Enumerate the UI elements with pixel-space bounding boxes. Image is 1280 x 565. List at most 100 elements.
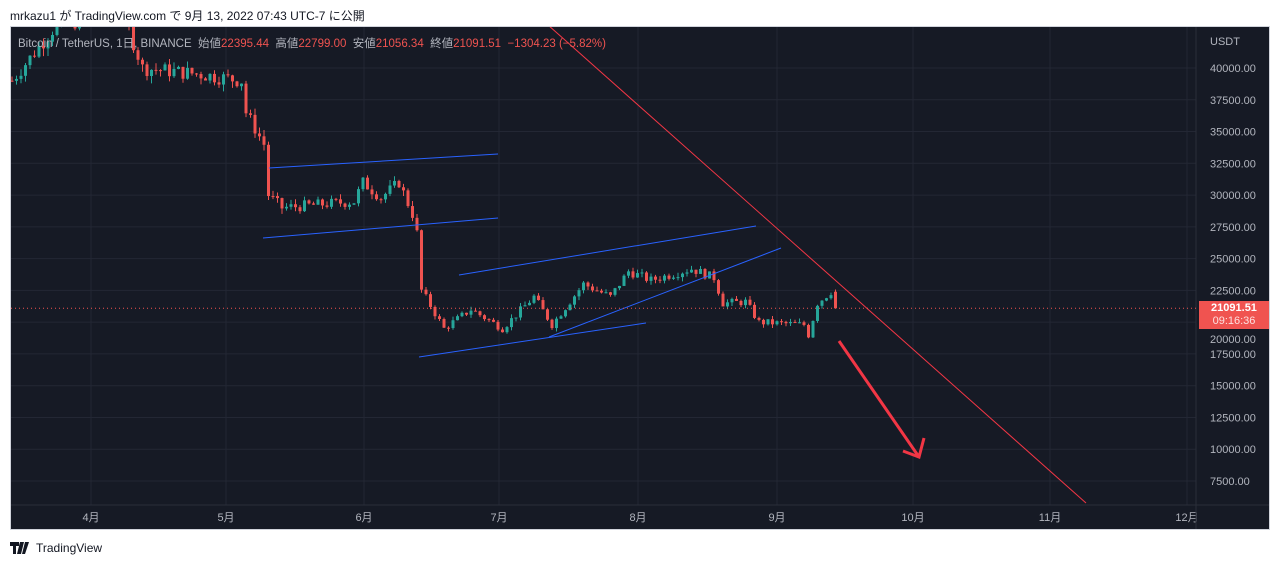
candle-body (262, 136, 266, 145)
price-tick: 32500.00 (1210, 158, 1256, 170)
candle-body (240, 83, 243, 87)
candle-body (672, 277, 675, 279)
candle-body (393, 180, 396, 186)
price-tick: 10000.00 (1210, 444, 1256, 456)
candle-body (654, 276, 657, 280)
open-label: 始値 (198, 38, 222, 50)
candle-body (627, 271, 630, 276)
candle-body (289, 204, 293, 207)
candle-body (213, 73, 216, 83)
candle-body (267, 144, 270, 197)
candle-body (199, 74, 203, 79)
high-label: 高値 (275, 38, 299, 50)
price-tick: 37500.00 (1210, 95, 1256, 107)
candle-body (690, 269, 693, 273)
trend-line (458, 225, 757, 276)
candle-body (330, 198, 333, 207)
candle-body (316, 199, 320, 205)
candle-body (550, 319, 554, 329)
candle-body (276, 196, 279, 199)
candle-body (298, 207, 302, 212)
candle-body (501, 329, 504, 333)
candle-body (564, 310, 567, 317)
chart-pane[interactable]: 40000.00 37500.00 35000.00 32500.00 30000.00… (10, 26, 1270, 530)
candle-body (186, 67, 189, 79)
candle-body (577, 290, 581, 297)
candle-body (307, 200, 311, 204)
candle-body (19, 75, 23, 79)
candle-body (546, 309, 549, 320)
candle-body (325, 205, 329, 207)
candle-body (217, 82, 221, 85)
candle-body (816, 305, 819, 321)
candle-body (505, 327, 509, 333)
price-tick: 20000.00 (1210, 334, 1256, 346)
change-value: −1304.23 (−5.82%) (507, 38, 606, 50)
candle-body (478, 311, 482, 316)
candle-body (55, 27, 59, 35)
candle-body (231, 75, 234, 82)
candle-body (469, 310, 473, 315)
candle-body (303, 200, 306, 212)
candle-body (496, 321, 500, 330)
candle-body (415, 217, 419, 231)
candle-body (717, 280, 720, 294)
candle-body (811, 320, 815, 338)
price-tick: 30000.00 (1210, 190, 1256, 202)
candle-body (528, 302, 531, 306)
candle-body (541, 300, 545, 310)
candle-body (636, 273, 639, 278)
candle-body (42, 45, 45, 49)
candle-body (285, 206, 288, 209)
symbol-label[interactable]: Bitcoin / TetherUS, 1日, BINANCE (18, 38, 192, 50)
candle-body (784, 321, 788, 324)
candle-body (406, 190, 410, 207)
candle-body (456, 316, 459, 321)
candle-body (712, 271, 716, 281)
candle-body (757, 317, 761, 320)
candle-body (753, 304, 756, 318)
publish-info: mrkazu1 が TradingView.com で 9月 13, 2022 … (10, 9, 365, 23)
candle-body (825, 298, 828, 301)
currency-label: USDT (1210, 36, 1240, 48)
candle-body (352, 203, 356, 205)
price-tick: 27500.00 (1210, 222, 1256, 234)
candle-body (483, 315, 486, 320)
candle-body (555, 318, 558, 329)
candle-body (726, 302, 729, 307)
candle-body (699, 268, 702, 274)
close-value: 21091.51 (453, 38, 502, 50)
candle-body (447, 327, 450, 329)
candle-body (631, 271, 635, 278)
candle-body (523, 305, 527, 307)
candle-body (735, 298, 738, 301)
ohlc-legend: Bitcoin / TetherUS, 1日, BINANCE 始値22395.… (18, 35, 606, 51)
time-tick: 8月 (629, 512, 646, 524)
candle-body (379, 199, 383, 201)
candle-body (411, 206, 414, 218)
candle-body (375, 194, 378, 200)
candle-body (591, 286, 594, 291)
brand-name: TradingView (36, 541, 103, 555)
resistance-trend-line (549, 27, 1087, 504)
trend-line (262, 217, 499, 239)
price-chart[interactable]: 40000.00 37500.00 35000.00 32500.00 30000.00… (11, 27, 1269, 529)
low-value: 21056.34 (375, 38, 424, 50)
candle-body (181, 66, 185, 79)
candle-body (141, 59, 144, 65)
candle-body (609, 292, 612, 295)
candle-body (33, 55, 36, 57)
tradingview-footer: TradingView (10, 541, 102, 555)
candle-body (694, 269, 698, 274)
candle-body (604, 292, 608, 294)
candle-body (438, 316, 441, 320)
trend-line (418, 322, 647, 358)
candle-body (339, 199, 342, 204)
price-tick: 12500.00 (1210, 412, 1256, 424)
candle-body (397, 180, 401, 188)
candle-body (136, 50, 140, 60)
price-tick: 25000.00 (1210, 254, 1256, 266)
candle-body (172, 68, 176, 77)
candle-body (703, 268, 707, 279)
candle-body (24, 65, 27, 76)
